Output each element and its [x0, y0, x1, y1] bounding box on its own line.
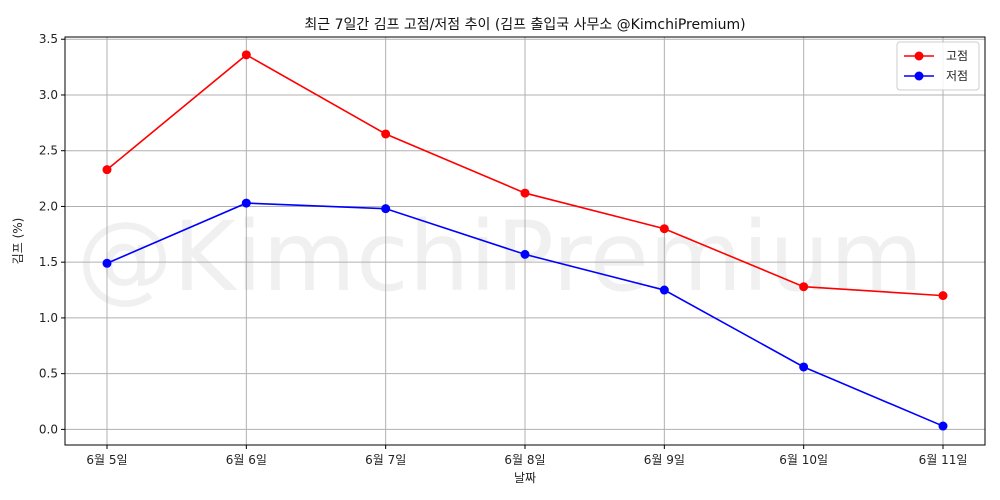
data-point: [659, 285, 669, 295]
data-point: [520, 249, 530, 259]
y-tick-label: 3.5: [39, 32, 58, 46]
watermark-text: @KimchiPremium: [77, 201, 924, 313]
series-low: [102, 198, 948, 431]
x-tick-label: 6월 8일: [504, 453, 545, 467]
y-tick-label: 0.5: [39, 367, 58, 381]
x-tick-label: 6월 7일: [365, 453, 406, 467]
y-tick-label: 2.0: [39, 199, 58, 213]
x-axis-title: 날짜: [514, 471, 536, 485]
chart-title: 최근 7일간 김프 고점/저점 추이 (김프 출입국 사무소 @KimchiPr…: [304, 17, 745, 33]
data-point: [938, 291, 948, 301]
data-point: [102, 165, 112, 175]
data-point: [938, 421, 948, 431]
x-tick-label: 6월 10일: [779, 453, 828, 467]
y-tick-label: 1.5: [39, 255, 58, 269]
data-point: [659, 224, 669, 234]
y-tick-label: 1.0: [39, 311, 58, 325]
data-point: [799, 282, 809, 292]
y-tick-label: 2.5: [39, 144, 58, 158]
y-axis-title: 김프 (%): [11, 218, 25, 265]
data-point: [102, 258, 112, 268]
legend-marker: [914, 51, 924, 61]
data-point: [520, 188, 530, 198]
x-tick-label: 6월 5일: [86, 453, 127, 467]
data-point: [241, 198, 251, 208]
legend-label: 고점: [946, 49, 968, 63]
series-high: [102, 50, 948, 301]
x-tick-label: 6월 9일: [644, 453, 685, 467]
data-point: [799, 362, 809, 372]
legend-marker: [914, 71, 924, 81]
data-point: [381, 129, 391, 139]
series-group: [102, 50, 948, 431]
data-point: [241, 50, 251, 60]
legend-label: 저점: [946, 69, 968, 83]
x-tick-label: 6월 6일: [226, 453, 267, 467]
axis-ticks: 6월 5일 6월 6일 6월 7일 6월 8일 6월 9일 6월 10일 6월 11일 0.0…: [39, 32, 968, 467]
y-tick-label: 3.0: [39, 88, 58, 102]
y-tick-label: 0.0: [39, 422, 58, 436]
x-tick-label: 6월 11일: [919, 453, 968, 467]
grid-lines: [65, 37, 985, 445]
data-point: [381, 204, 391, 214]
